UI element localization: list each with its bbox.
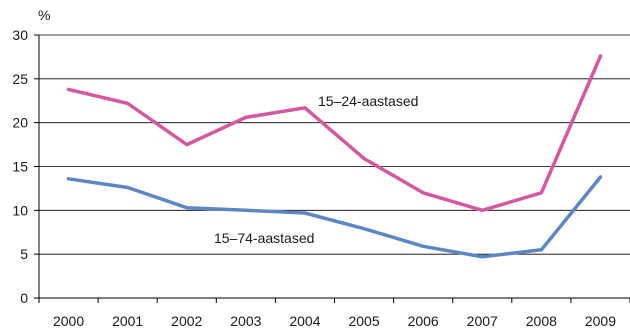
x-tick-label: 2007 — [467, 313, 498, 328]
grid-lines — [39, 34, 630, 255]
x-tick-label: 2003 — [230, 313, 261, 328]
y-tick-labels: 0 5 10 15 20 25 30 — [12, 27, 28, 306]
x-tick-label: 2009 — [585, 313, 616, 328]
y-tick-label: 0 — [20, 290, 28, 306]
x-tick-label: 2008 — [526, 313, 557, 328]
series-line-0 — [66, 54, 603, 213]
y-axis-unit-label: % — [38, 7, 50, 23]
x-tick-labels: 2000 2001 2002 2003 2004 2005 2006 2007 2008 2009 — [53, 313, 616, 328]
y-tick-label: 25 — [12, 71, 28, 87]
x-tick-label: 2004 — [289, 313, 320, 328]
y-tick-label: 30 — [12, 27, 28, 43]
x-tick-label: 2002 — [171, 313, 202, 328]
series-label-15-24: 15–24-aastased — [318, 93, 418, 109]
series-lines — [66, 54, 603, 259]
series-line-1 — [66, 175, 603, 259]
y-tick-label: 5 — [20, 246, 28, 262]
axes — [34, 34, 630, 303]
series-label-15-74: 15–74-aastased — [214, 230, 314, 246]
y-tick-label: 10 — [12, 202, 28, 218]
x-tick-label: 2001 — [112, 313, 143, 328]
x-tick-label: 2000 — [53, 313, 84, 328]
y-tick-label: 20 — [12, 115, 28, 131]
x-tick-label: 2005 — [348, 313, 379, 328]
y-tick-label: 15 — [12, 159, 28, 175]
x-tick-label: 2006 — [408, 313, 439, 328]
